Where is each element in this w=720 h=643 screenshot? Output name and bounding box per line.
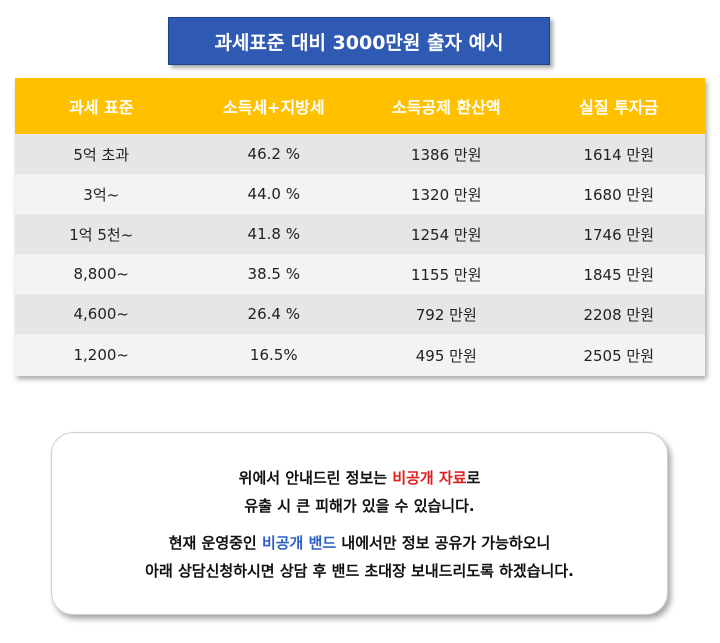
cell-real-investment: 1614 만원 (583, 145, 655, 164)
cell-deduction: 1254 만원 (410, 225, 482, 244)
cell-real-investment: 1680 만원 (583, 185, 655, 204)
cell-tax-rate: 16.5% (249, 346, 298, 364)
header-cell-tax-base: 과세 표준 (69, 98, 134, 117)
cell-deduction: 1320 만원 (410, 185, 482, 204)
table-row: 4,600~ 26.4 % 792 만원 2208 만원 (15, 294, 705, 334)
cell-deduction: 792 만원 (415, 305, 477, 324)
table-row: 8,800~ 38.5 % 1155 만원 1845 만원 (15, 254, 705, 294)
cell-tax-rate: 44.0 % (247, 185, 300, 203)
notice-text: 현재 운영중인 (168, 534, 262, 552)
cell-real-investment: 1845 만원 (583, 265, 655, 284)
notice-text: 위에서 안내드린 정보는 (238, 469, 393, 487)
table-row: 5억 초과 46.2 % 1386 만원 1614 만원 (15, 134, 705, 174)
private-data-highlight: 비공개 자료 (392, 469, 467, 487)
table-header-row: 과세 표준 소득세+지방세 소득공제 환산액 실질 투자금 (15, 78, 705, 134)
header-cell-real-investment: 실질 투자금 (579, 98, 659, 117)
private-band-highlight: 비공개 밴드 (261, 534, 337, 552)
table-row: 1,200~ 16.5% 495 만원 2505 만원 (15, 334, 705, 376)
notice-line-3: 현재 운영중인 비공개 밴드 내에서만 정보 공유가 가능하오니 (52, 532, 667, 553)
header-cell-deduction: 소득공제 환산액 (391, 98, 501, 117)
cell-deduction: 495 만원 (415, 346, 477, 365)
cell-tax-base: 4,600~ (73, 305, 129, 323)
cell-tax-rate: 38.5 % (247, 265, 300, 283)
page-title: 과세표준 대비 3000만원 출자 예시 (168, 17, 550, 65)
cell-tax-base: 3억~ (83, 185, 120, 204)
cell-tax-rate: 41.8 % (247, 225, 300, 243)
notice-line-1: 위에서 안내드린 정보는 비공개 자료로 (52, 467, 667, 488)
notice-line-2: 유출 시 큰 피해가 있을 수 있습니다. (244, 497, 475, 515)
cell-tax-rate: 26.4 % (247, 305, 300, 323)
tax-table: 과세 표준 소득세+지방세 소득공제 환산액 실질 투자금 5억 초과 46.2… (15, 78, 705, 376)
cell-tax-rate: 46.2 % (247, 145, 300, 163)
cell-tax-base: 1억 5천~ (69, 225, 134, 244)
cell-tax-base: 5억 초과 (73, 145, 130, 164)
notice-line-4: 아래 상담신청하시면 상담 후 밴드 초대장 보내드리도록 하겠습니다. (145, 562, 574, 580)
cell-tax-base: 1,200~ (73, 346, 129, 364)
cell-real-investment: 2208 만원 (583, 305, 655, 324)
notice-text: 내에서만 정보 공유가 가능하오니 (336, 534, 551, 552)
header-cell-tax-rate: 소득세+지방세 (222, 98, 325, 117)
table-row: 1억 5천~ 41.8 % 1254 만원 1746 만원 (15, 214, 705, 254)
notice-box: 위에서 안내드린 정보는 비공개 자료로 유출 시 큰 피해가 있을 수 있습니… (51, 432, 668, 615)
table-row: 3억~ 44.0 % 1320 만원 1680 만원 (15, 174, 705, 214)
cell-deduction: 1155 만원 (410, 265, 482, 284)
notice-text: 로 (466, 469, 481, 487)
cell-tax-base: 8,800~ (73, 265, 129, 283)
cell-real-investment: 2505 만원 (583, 346, 655, 365)
cell-real-investment: 1746 만원 (583, 225, 655, 244)
cell-deduction: 1386 만원 (410, 145, 482, 164)
